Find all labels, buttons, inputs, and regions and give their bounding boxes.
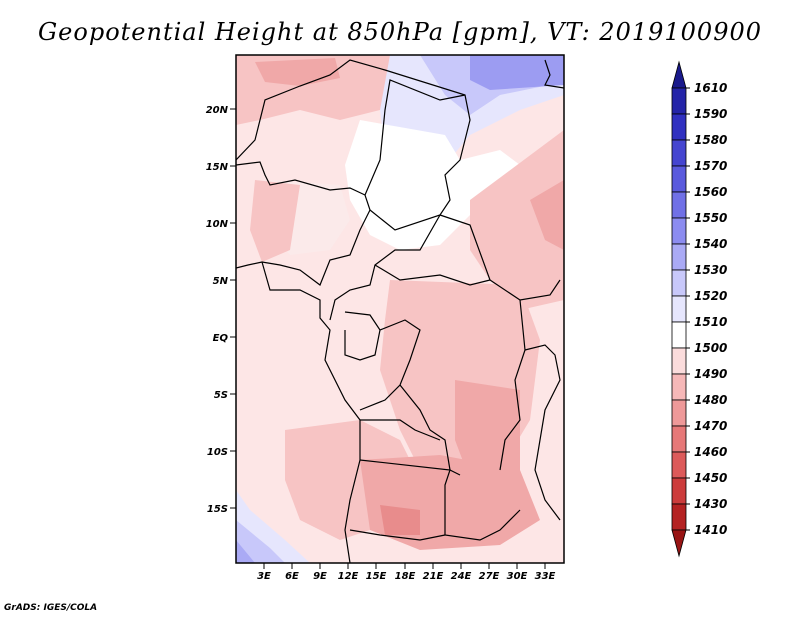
colorbar-label: 1490 bbox=[694, 367, 727, 381]
lat-label: 10S bbox=[207, 447, 228, 458]
colorbar-label: 1470 bbox=[694, 419, 727, 433]
lat-label: EQ bbox=[213, 333, 229, 344]
grads-credit: GrADS: IGES/COLA bbox=[4, 603, 98, 613]
colorbar-label: 1580 bbox=[694, 133, 727, 147]
colorbar-segment bbox=[671, 295, 687, 323]
lon-label: 9E bbox=[313, 571, 327, 582]
lon-label: 27E bbox=[479, 571, 500, 582]
lon-label: 33E bbox=[535, 571, 556, 582]
colorbar-label: 1500 bbox=[694, 341, 727, 355]
lat-label: 10N bbox=[206, 219, 229, 230]
colorbar-label: 1590 bbox=[694, 107, 727, 121]
colorbar-label: 1460 bbox=[694, 445, 727, 459]
colorbar-segment bbox=[671, 87, 687, 115]
colorbar-segment bbox=[671, 113, 687, 141]
colorbar-segment bbox=[671, 269, 687, 297]
colorbar-segment bbox=[671, 503, 687, 531]
lat-axis: 20N 15N 10N 5N EQ 5S 10S 15S bbox=[206, 105, 236, 515]
colorbar-label: 1560 bbox=[694, 185, 727, 199]
colorbar-segment bbox=[671, 243, 687, 271]
colorbar: 1610 1590 1580 1570 1560 1550 1540 1530 1520 1510… bbox=[671, 60, 727, 558]
lon-label: 24E bbox=[451, 571, 472, 582]
lon-label: 30E bbox=[507, 571, 528, 582]
lat-label: 15S bbox=[207, 504, 228, 515]
lon-label: 6E bbox=[285, 571, 299, 582]
lon-axis: 3E 6E 9E 12E 15E 18E 21E 24E 27E 30E 33E bbox=[257, 563, 556, 582]
colorbar-segment bbox=[671, 321, 687, 349]
lat-label: 20N bbox=[206, 105, 229, 116]
geopotential-field bbox=[236, 55, 564, 563]
colorbar-segment bbox=[671, 399, 687, 427]
colorbar-segment bbox=[671, 451, 687, 479]
lon-label: 3E bbox=[257, 571, 271, 582]
colorbar-segment bbox=[671, 529, 687, 558]
lon-label: 15E bbox=[366, 571, 387, 582]
colorbar-segment bbox=[671, 425, 687, 453]
colorbar-segment bbox=[671, 347, 687, 375]
colorbar-label: 1530 bbox=[694, 263, 727, 277]
lon-label: 12E bbox=[338, 571, 359, 582]
map-title: Geopotential Height at 850hPa [gpm], VT:… bbox=[38, 18, 762, 46]
colorbar-label: 1510 bbox=[694, 315, 727, 329]
colorbar-label: 1410 bbox=[694, 523, 727, 537]
colorbar-segment bbox=[671, 191, 687, 219]
colorbar-segment bbox=[671, 373, 687, 401]
map-frame bbox=[235, 54, 565, 564]
colorbar-segment bbox=[671, 60, 687, 89]
colorbar-segment bbox=[671, 139, 687, 167]
colorbar-label: 1570 bbox=[694, 159, 727, 173]
colorbar-label: 1540 bbox=[694, 237, 727, 251]
colorbar-segment bbox=[671, 217, 687, 245]
colorbar-label: 1480 bbox=[694, 393, 727, 407]
lon-label: 18E bbox=[395, 571, 416, 582]
colorbar-label: 1450 bbox=[694, 471, 727, 485]
colorbar-segment bbox=[671, 165, 687, 193]
colorbar-label: 1610 bbox=[694, 81, 727, 95]
colorbar-segment bbox=[671, 477, 687, 505]
colorbar-label: 1520 bbox=[694, 289, 727, 303]
lat-label: 15N bbox=[206, 162, 229, 173]
lon-label: 21E bbox=[423, 571, 444, 582]
colorbar-label: 1430 bbox=[694, 497, 727, 511]
lat-label: 5N bbox=[213, 276, 229, 287]
colorbar-label: 1550 bbox=[694, 211, 727, 225]
lat-label: 5S bbox=[214, 390, 228, 401]
